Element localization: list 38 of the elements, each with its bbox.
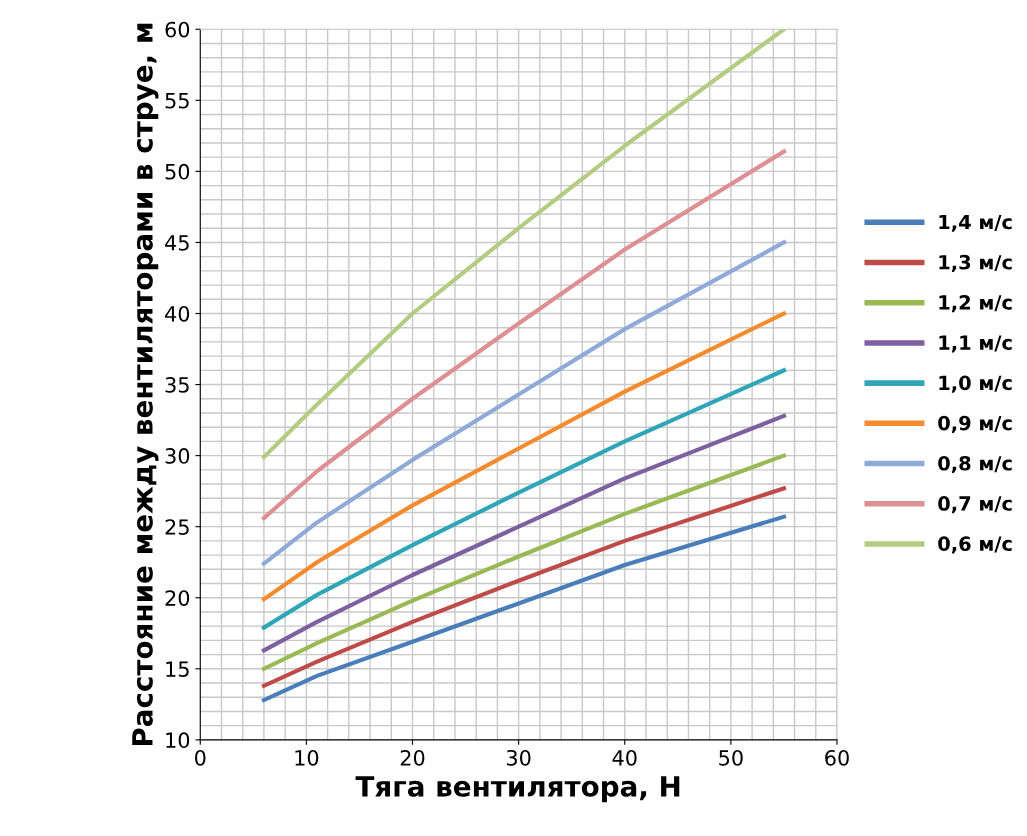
y-tick-label: 45 (165, 235, 189, 251)
line-series (261, 149, 787, 521)
x-axis-title: Тяга вентилятора, Н (355, 776, 680, 803)
x-tick-label: 0 (195, 749, 206, 766)
y-tick-label: 50 (165, 163, 190, 180)
y-tick-label: 60 (165, 21, 190, 38)
line-series (261, 29, 787, 460)
x-tick-label: 20 (400, 749, 425, 766)
line-series (261, 486, 787, 688)
x-tick-label: 30 (506, 749, 531, 766)
y-tick-label: 25 (165, 519, 189, 535)
line-series (261, 240, 787, 566)
y-axis-title: Расстояние между вентиляторами в струе, м (132, 23, 159, 746)
y-tick-label: 30 (165, 448, 190, 464)
y-tick-label: 40 (165, 305, 190, 322)
legend-label: 0,8 м/с (938, 455, 1012, 474)
legend-label: 1,1 м/с (939, 335, 1012, 353)
y-tick-label: 10 (166, 732, 190, 749)
x-tick-label: 50 (719, 749, 743, 766)
line-series (261, 413, 787, 653)
legend-label: 0,9 м/с (938, 415, 1012, 433)
y-tick-label: 20 (165, 590, 190, 606)
line-series (261, 514, 787, 703)
line-series (261, 311, 787, 602)
legend-label: 1,2 м/с (939, 295, 1012, 313)
y-tick-label: 35 (165, 377, 189, 393)
line-series (261, 368, 787, 630)
legend-label: 0,7 м/с (938, 496, 1012, 514)
legend-label: 1,0 м/с (939, 375, 1012, 393)
x-tick-label: 60 (825, 749, 849, 766)
legend-label: 1,4 м/с (939, 214, 1012, 232)
legend-label: 1,3 м/с (939, 254, 1012, 273)
legend-label: 0,6 м/с (938, 536, 1012, 554)
x-tick-label: 40 (612, 749, 637, 766)
y-tick-label: 55 (165, 93, 189, 109)
x-tick-label: 10 (295, 749, 319, 766)
line-series (261, 453, 787, 671)
y-tick-label: 15 (166, 661, 189, 678)
